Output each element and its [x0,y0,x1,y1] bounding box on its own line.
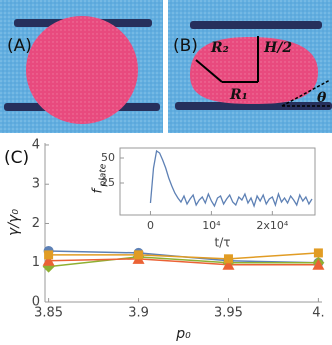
annotation: R₂ [210,40,229,56]
x-tick-label: 2x10⁴ [256,219,289,232]
y-tick-label: 0 [32,295,40,310]
y-tick-label: 3 [32,177,40,192]
y-axis-label-main: f [91,187,106,194]
panel-label: (A) [7,36,32,56]
x-tick-label: 10⁴ [202,219,221,232]
panel-a: (A) [0,0,163,133]
annotation: H/2 [263,40,292,56]
series-line [48,252,319,260]
x-tick-label: 3.95 [214,306,243,321]
annotation: R₁ [229,87,248,103]
series-line [149,149,313,209]
wall [190,21,322,29]
y-axis-label: γ/γ₀ [6,209,22,236]
annotation: θ [317,90,327,106]
x-tick-label: 4. [312,306,324,321]
y-tick-label: 1 [32,255,40,270]
marker [42,254,55,266]
x-axis-label: t/τ [215,236,231,250]
marker [44,250,54,260]
y-tick-label: 25 [101,176,115,189]
y-tick-label: 2 [32,216,40,231]
marker [313,248,323,258]
y-tick-label: 4 [32,137,40,152]
x-tick-label: 0 [147,219,154,232]
y-axis-label-sub: plate [99,163,109,187]
radius-line [195,59,223,83]
cell [190,37,318,104]
x-axis-label: p₀ [175,326,191,342]
inset-bg [119,147,316,216]
marker [222,258,235,270]
wall [175,102,332,110]
panel-label: (C) [4,148,29,168]
panel-label: (B) [173,36,198,56]
x-tick-label: 3.85 [34,306,63,321]
y-tick-label: 50 [101,151,115,164]
angle-line [281,79,331,107]
marker [312,258,325,270]
panel-b: (B) R₂ H/2 R₁ θ [168,0,332,133]
marker [134,250,144,260]
cell [26,16,138,124]
series-line [48,256,319,268]
x-tick-label: 3.9 [128,306,149,321]
marker [223,254,233,264]
series-line [48,258,319,266]
